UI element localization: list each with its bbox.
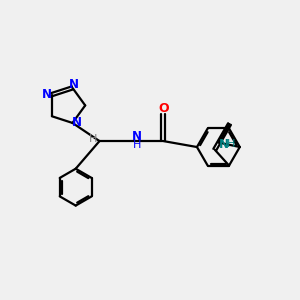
Text: N: N xyxy=(72,116,82,129)
Text: N: N xyxy=(132,130,142,143)
Text: O: O xyxy=(158,102,169,115)
Text: H: H xyxy=(89,134,98,144)
Text: N: N xyxy=(42,88,52,101)
Text: N: N xyxy=(219,138,229,151)
Text: H: H xyxy=(132,140,141,150)
Text: N: N xyxy=(69,78,79,92)
Text: H: H xyxy=(227,139,236,149)
